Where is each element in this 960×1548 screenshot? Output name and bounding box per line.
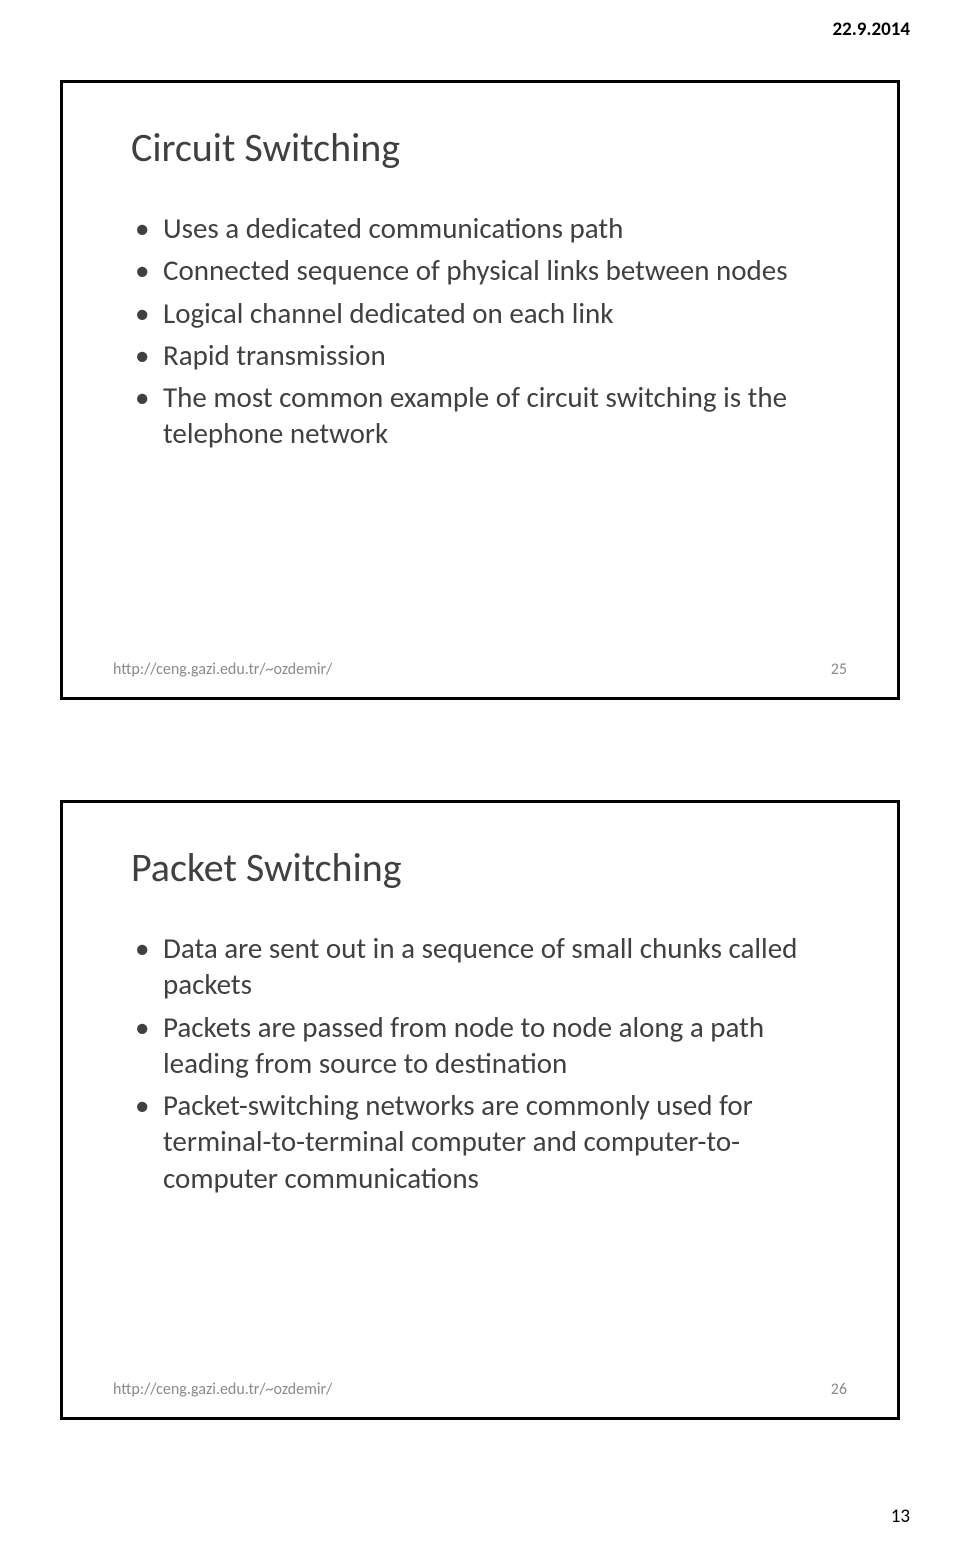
slide-circuit-switching: Circuit Switching Uses a dedicated commu… (60, 80, 900, 700)
footer-url: http://ceng.gazi.edu.tr/~ozdemir/ (113, 660, 332, 679)
bullet-item: Packet-switching networks are commonly u… (135, 1087, 847, 1196)
bullet-item: Uses a dedicated communications path (135, 210, 847, 246)
slide-title: Circuit Switching (131, 123, 847, 172)
slide-footer: http://ceng.gazi.edu.tr/~ozdemir/ 25 (113, 660, 847, 679)
slide-packet-switching: Packet Switching Data are sent out in a … (60, 800, 900, 1420)
bullet-item: Data are sent out in a sequence of small… (135, 930, 847, 1003)
bullet-item: Packets are passed from node to node alo… (135, 1009, 847, 1082)
bullet-list: Data are sent out in a sequence of small… (135, 930, 847, 1196)
slide-title: Packet Switching (131, 843, 847, 892)
header-date: 22.9.2014 (832, 18, 910, 41)
bullet-item: Connected sequence of physical links bet… (135, 252, 847, 288)
page-number: 13 (891, 1505, 910, 1528)
slide-footer: http://ceng.gazi.edu.tr/~ozdemir/ 26 (113, 1380, 847, 1399)
footer-slide-number: 25 (831, 660, 847, 679)
bullet-item: Rapid transmission (135, 337, 847, 373)
footer-url: http://ceng.gazi.edu.tr/~ozdemir/ (113, 1380, 332, 1399)
bullet-item: Logical channel dedicated on each link (135, 295, 847, 331)
footer-slide-number: 26 (831, 1380, 847, 1399)
bullet-list: Uses a dedicated communications path Con… (135, 210, 847, 452)
bullet-item: The most common example of circuit switc… (135, 379, 847, 452)
